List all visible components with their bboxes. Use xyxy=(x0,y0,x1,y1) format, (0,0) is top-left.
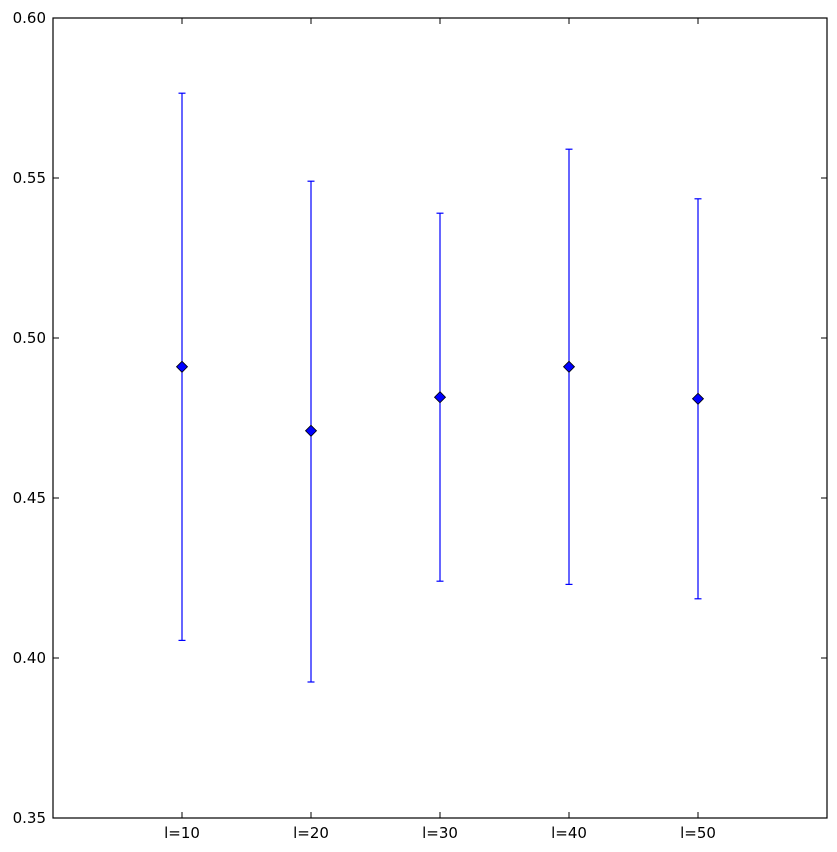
x-tick-label: l=50 xyxy=(680,824,716,842)
x-tick-label: l=40 xyxy=(551,824,587,842)
data-point-marker xyxy=(562,360,576,373)
y-tick-label: 0.60 xyxy=(13,9,46,27)
data-point-marker xyxy=(175,360,189,373)
y-tick-label: 0.35 xyxy=(13,809,46,827)
data-point-marker xyxy=(691,392,705,405)
y-tick-label: 0.40 xyxy=(13,649,46,667)
plot-area: 0.35 0.40 0.45 0.50 0.55 0.60 l=10 l=20 l=30 l=40… xyxy=(13,9,828,842)
x-tick-label: l=10 xyxy=(164,824,200,842)
data-point-marker xyxy=(304,424,318,437)
y-tick-label: 0.55 xyxy=(13,169,46,187)
y-tick-label: 0.45 xyxy=(13,489,46,507)
y-tick-label: 0.50 xyxy=(13,329,46,347)
x-tick-label: l=30 xyxy=(422,824,458,842)
x-tick-label: l=20 xyxy=(293,824,329,842)
data-point-marker xyxy=(433,391,447,404)
